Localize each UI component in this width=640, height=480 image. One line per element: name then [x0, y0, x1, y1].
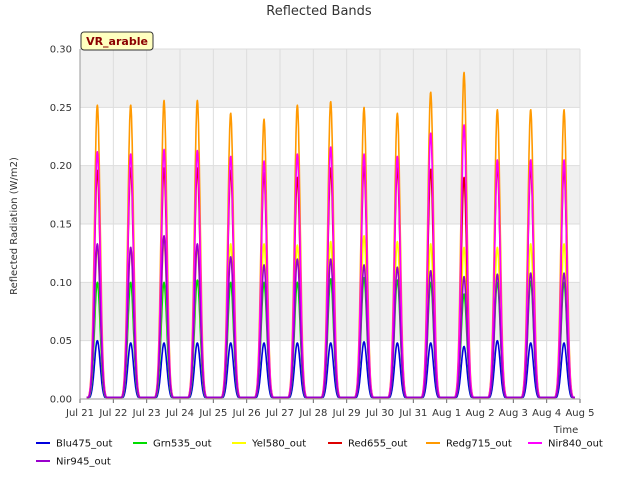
- y-tick-label: 0.25: [50, 103, 72, 114]
- x-tick-label: Aug 5: [565, 408, 594, 419]
- legend: Blu475_out Grn535_out Yel580_out Red655_out…: [36, 439, 603, 468]
- legend-label: Nir945_out: [56, 457, 111, 468]
- tick-labels: 0.00 0.05 0.10 0.15 0.20 0.25 0.30 Jul 21 Jul 22…: [50, 45, 595, 420]
- x-tick-label: Aug 4: [532, 408, 561, 419]
- y-tick-label: 0.15: [50, 220, 72, 231]
- x-tick-label: Aug 1: [432, 408, 461, 419]
- axes: [79, 49, 581, 403]
- plot-band: [80, 49, 580, 108]
- x-tick-label: Jul 21: [65, 408, 94, 419]
- x-axis-label: Time: [553, 425, 578, 436]
- legend-label: Red655_out: [348, 439, 408, 450]
- legend-label: Nir840_out: [548, 439, 603, 450]
- series-layer: [86, 71, 576, 399]
- badge-box: [80, 31, 154, 51]
- badge: VR_arable: [80, 31, 154, 51]
- chart-title: Reflected Bands: [266, 4, 372, 19]
- y-tick-label: 0.30: [50, 45, 72, 56]
- x-tick-label: Jul 23: [132, 408, 161, 419]
- y-tick-label: 0.05: [50, 336, 72, 347]
- legend-label: Blu475_out: [56, 439, 113, 450]
- y-axis-label: Reflected Radiation (W/m2): [9, 157, 20, 295]
- x-tick-label: Aug 3: [499, 408, 528, 419]
- x-tick-label: Jul 22: [98, 408, 127, 419]
- y-tick-label: 0.20: [50, 161, 72, 172]
- series-line-blu475_out: [86, 339, 576, 399]
- x-tick-label: Jul 31: [398, 408, 427, 419]
- y-tick-label: 0.00: [50, 395, 72, 406]
- x-tick-label: Jul 28: [298, 408, 327, 419]
- legend-label: Grn535_out: [153, 439, 212, 450]
- x-tick-label: Jul 25: [198, 408, 227, 419]
- legend-label: Yel580_out: [251, 439, 306, 450]
- x-tick-label: Jul 26: [232, 408, 261, 419]
- legend-label: Redg715_out: [446, 439, 512, 450]
- x-tick-label: Jul 24: [165, 408, 194, 419]
- x-tick-label: Jul 30: [365, 408, 394, 419]
- series-line-nir840_out: [86, 124, 576, 399]
- y-tick-label: 0.10: [50, 278, 72, 289]
- series-line-nir945_out: [86, 235, 576, 399]
- x-tick-label: Aug 2: [465, 408, 494, 419]
- x-tick-label: Jul 29: [332, 408, 361, 419]
- badge-label: VR_arable: [86, 35, 148, 48]
- x-tick-label: Jul 27: [265, 408, 294, 419]
